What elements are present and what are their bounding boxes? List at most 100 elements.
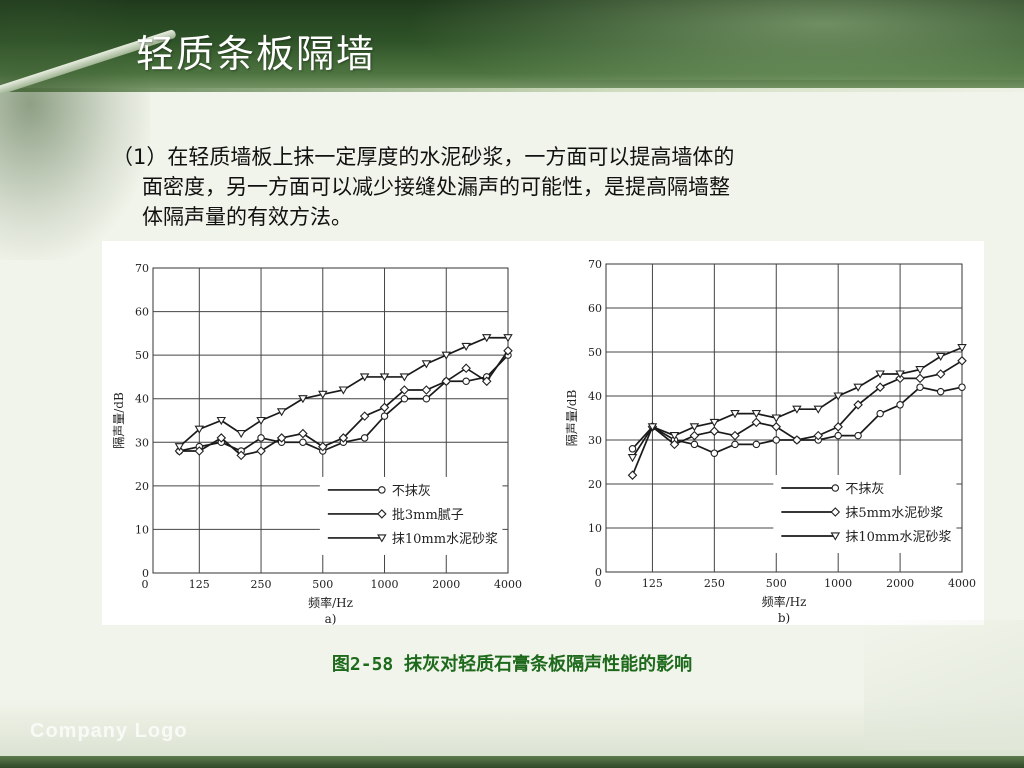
data-point: [690, 440, 699, 449]
legend-label: 不抹灰: [845, 482, 884, 497]
bottom-light: [0, 700, 1024, 756]
y-tick-label: 70: [135, 262, 149, 275]
x-tick-label: 500: [766, 577, 787, 590]
data-point: [752, 440, 761, 449]
data-point: [935, 369, 946, 379]
chart-sublabel: b): [778, 611, 790, 625]
data-point: [380, 412, 389, 420]
y-tick-label: 20: [588, 478, 602, 491]
data-point: [647, 423, 658, 432]
data-point: [276, 408, 287, 417]
legend-label: 不抹灰: [392, 484, 431, 499]
data-point: [957, 356, 967, 366]
data-point: [461, 363, 471, 373]
x-origin-label: 0: [595, 577, 602, 590]
data-point: [936, 387, 945, 396]
y-tick-label: 70: [588, 258, 602, 271]
x-tick-label: 4000: [948, 577, 976, 590]
y-tick-label: 60: [135, 306, 149, 319]
data-point: [359, 411, 370, 421]
data-point: [875, 370, 885, 379]
data-point: [256, 446, 266, 456]
data-point: [216, 433, 227, 443]
data-point: [379, 402, 390, 413]
y-tick-label: 10: [588, 522, 602, 535]
x-tick-label: 125: [642, 577, 663, 590]
data-point: [399, 385, 410, 395]
data-point: [896, 401, 904, 409]
body-paragraph: （1）在轻质墙板上抹一定厚度的水泥砂浆，一方面可以提高墙体的 面密度，另一方面可…: [112, 142, 962, 232]
y-tick-label: 30: [588, 434, 602, 447]
paragraph-line: 体隔声量的有效方法。: [142, 205, 352, 229]
figure-caption: 图2-58 抹灰对轻质石膏条板隔声性能的影响: [331, 654, 693, 675]
data-point: [853, 400, 863, 410]
data-point: [709, 426, 720, 436]
legend-label: 抹5mm水泥砂浆: [845, 506, 943, 521]
data-point: [813, 405, 824, 414]
paper-decoration: [864, 620, 1024, 750]
data-point: [771, 414, 782, 423]
paragraph-line: 面密度，另一方面可以减少接缝处漏声的可能性，是提高隔墙整: [142, 175, 730, 199]
y-tick-label: 0: [595, 566, 602, 579]
data-point: [360, 434, 369, 442]
plot-frame: [152, 267, 509, 574]
x-tick-label: 500: [312, 578, 333, 591]
data-point: [462, 377, 470, 386]
data-point: [276, 433, 287, 443]
data-point: [422, 394, 431, 403]
y-tick-label: 40: [135, 393, 149, 406]
data-point: [236, 430, 246, 439]
header-stripe: [0, 88, 1024, 92]
y-tick-label: 60: [588, 302, 602, 315]
y-tick-label: 30: [135, 436, 149, 449]
data-point: [359, 373, 370, 382]
legend-label: 抹10mm水泥砂浆: [845, 530, 951, 545]
legend-marker: [830, 532, 841, 541]
data-point: [689, 423, 700, 432]
data-point: [194, 446, 205, 456]
data-point: [833, 392, 843, 401]
data-point: [481, 376, 492, 387]
data-point: [916, 383, 924, 391]
data-point: [318, 390, 328, 399]
data-point: [627, 470, 638, 480]
chart-sublabel: a): [325, 612, 337, 625]
data-point: [833, 422, 843, 432]
x-tick-label: 1000: [371, 578, 399, 591]
x-origin-label: 0: [142, 578, 149, 591]
data-point: [958, 383, 966, 391]
data-point: [441, 376, 452, 387]
legend-marker: [377, 534, 387, 543]
data-point: [257, 434, 265, 442]
data-point: [256, 416, 266, 426]
y-axis-label: 隔声量/dB: [112, 392, 126, 449]
chart-panel: 0 10 20 30 40 50 60 70 125 250 500 1000 2000 4000 0 频率/…: [102, 241, 984, 625]
data-point: [421, 385, 432, 395]
data-point: [298, 395, 308, 404]
data-point: [731, 440, 739, 449]
y-axis-label: 隔声量/dB: [565, 390, 579, 447]
legend-marker: [378, 486, 386, 494]
data-point: [751, 410, 762, 419]
x-axis-label: 频率/Hz: [762, 594, 807, 609]
data-point: [461, 342, 471, 352]
data-point: [174, 443, 185, 452]
data-point: [400, 394, 409, 403]
x-tick-label: 4000: [494, 578, 522, 591]
x-tick-label: 2000: [886, 577, 914, 590]
data-point: [379, 373, 390, 382]
data-point: [399, 373, 410, 382]
y-tick-label: 50: [588, 346, 602, 359]
legend-label: 批3mm腻子: [392, 508, 464, 523]
company-logo: Company Logo: [30, 720, 188, 742]
data-point: [915, 366, 925, 375]
data-point: [792, 405, 802, 414]
data-point: [876, 409, 884, 418]
data-point: [299, 438, 307, 447]
data-point: [689, 430, 700, 441]
x-tick-label: 2000: [432, 578, 460, 591]
series-line-2: [631, 360, 963, 476]
legend-label: 抹10mm水泥砂浆: [392, 532, 498, 547]
y-tick-label: 40: [588, 390, 602, 403]
